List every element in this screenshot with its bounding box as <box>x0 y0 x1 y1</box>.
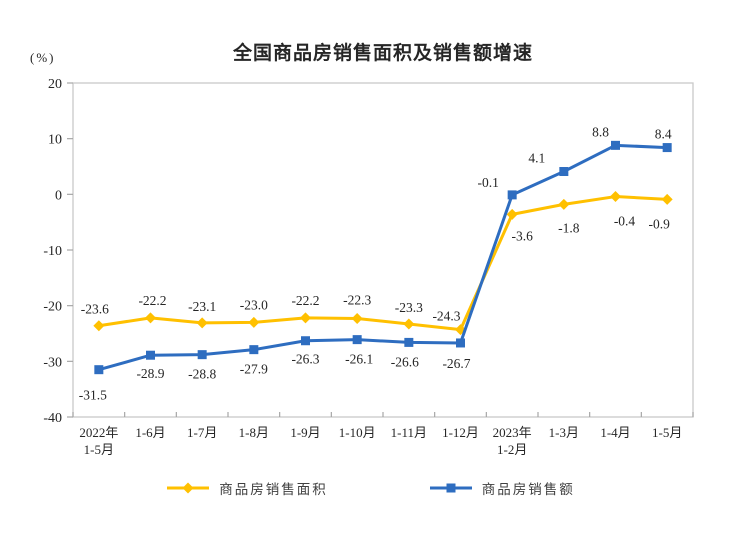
svg-text:1-7月: 1-7月 <box>187 425 217 440</box>
svg-text:-20: -20 <box>43 300 62 315</box>
svg-text:1-4月: 1-4月 <box>600 425 630 440</box>
legend-label-sales-value: 商品房销售额 <box>481 482 575 497</box>
svg-text:-23.1: -23.1 <box>188 299 216 314</box>
svg-text:1-6月: 1-6月 <box>135 425 165 440</box>
svg-text:-0.4: -0.4 <box>614 214 636 229</box>
svg-text:-3.6: -3.6 <box>511 228 533 243</box>
svg-text:-23.6: -23.6 <box>81 302 109 317</box>
chart-title: 全国商品房销售面积及销售额增速 <box>232 43 533 64</box>
svg-text:8.8: 8.8 <box>592 124 609 139</box>
svg-text:-23.0: -23.0 <box>240 297 268 312</box>
svg-text:-31.5: -31.5 <box>79 388 107 403</box>
legend-label-sales-area: 商品房销售面积 <box>219 482 328 497</box>
svg-text:1-5月: 1-5月 <box>84 442 114 457</box>
svg-text:-26.3: -26.3 <box>291 352 319 367</box>
svg-text:-26.1: -26.1 <box>345 352 373 367</box>
svg-text:-1.8: -1.8 <box>558 220 580 235</box>
line-square-marker-icon <box>428 481 474 495</box>
svg-text:10: 10 <box>48 133 62 148</box>
svg-text:1-10月: 1-10月 <box>339 425 376 440</box>
svg-text:1-12月: 1-12月 <box>442 425 479 440</box>
svg-text:1-3月: 1-3月 <box>549 425 579 440</box>
svg-text:0: 0 <box>55 188 62 203</box>
line-diamond-marker-icon <box>165 481 211 495</box>
chart-legend: 商品房销售面积 商品房销售额 <box>0 478 740 498</box>
svg-text:-0.9: -0.9 <box>648 216 670 231</box>
svg-text:-28.9: -28.9 <box>136 366 164 381</box>
svg-text:1-8月: 1-8月 <box>239 425 269 440</box>
svg-text:2023年: 2023年 <box>493 425 532 440</box>
svg-text:-0.1: -0.1 <box>477 175 498 190</box>
svg-text:-30: -30 <box>43 355 62 370</box>
svg-text:4.1: 4.1 <box>528 151 545 166</box>
svg-text:1-2月: 1-2月 <box>497 442 527 457</box>
svg-text:-40: -40 <box>43 411 62 426</box>
svg-text:-26.7: -26.7 <box>442 356 470 371</box>
svg-text:20: 20 <box>48 77 62 92</box>
svg-text:1-5月: 1-5月 <box>652 425 682 440</box>
svg-text:2022年: 2022年 <box>79 425 118 440</box>
svg-text:-28.8: -28.8 <box>188 367 216 382</box>
svg-text:8.4: 8.4 <box>655 127 672 142</box>
svg-text:1-11月: 1-11月 <box>391 425 427 440</box>
svg-text:-26.6: -26.6 <box>391 354 419 369</box>
svg-text:-27.9: -27.9 <box>240 362 268 377</box>
svg-text:1-9月: 1-9月 <box>290 425 320 440</box>
svg-text:-10: -10 <box>43 244 62 259</box>
svg-text:-24.3: -24.3 <box>432 309 460 324</box>
svg-text:-22.3: -22.3 <box>343 292 371 307</box>
y-axis-unit-label: (%) <box>30 50 56 65</box>
svg-text:-22.2: -22.2 <box>291 293 319 308</box>
legend-item-sales-area: 商品房销售面积 <box>165 478 328 498</box>
svg-text:-23.3: -23.3 <box>395 300 423 315</box>
svg-text:-22.2: -22.2 <box>138 293 166 308</box>
legend-item-sales-value: 商品房销售额 <box>428 478 575 498</box>
